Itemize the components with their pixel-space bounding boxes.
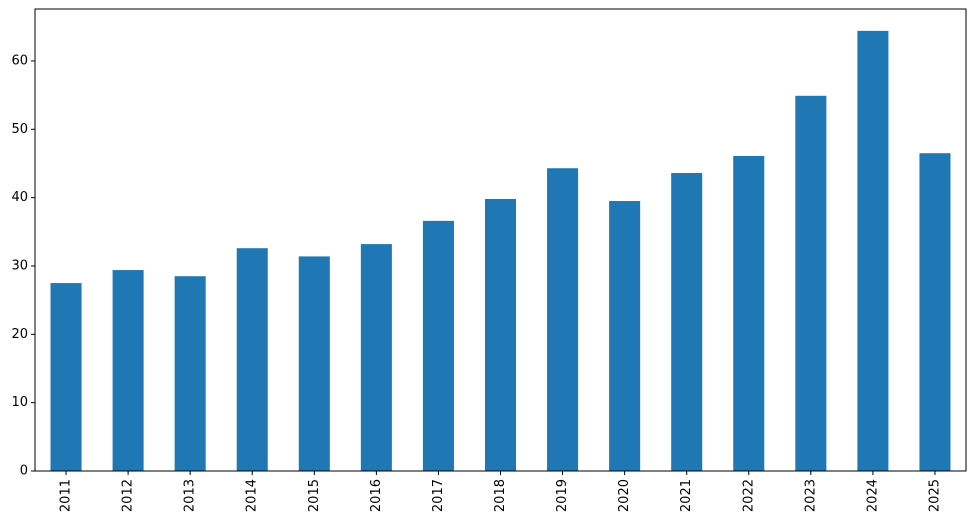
bar-2017 xyxy=(422,220,454,471)
y-tick-label-60: 60 xyxy=(11,53,28,68)
y-tick-label-0: 0 xyxy=(20,464,28,479)
y-tick-label-10: 10 xyxy=(11,395,28,410)
y-tick-label-20: 20 xyxy=(11,327,28,342)
y-tick-label-30: 30 xyxy=(11,258,28,273)
y-tick-label-40: 40 xyxy=(11,190,28,205)
x-tick-label-2014: 2014 xyxy=(245,479,260,512)
bar-2014 xyxy=(236,248,268,471)
plot-frame xyxy=(34,8,967,472)
x-tick-label-2025: 2025 xyxy=(927,479,942,512)
x-tick-label-2021: 2021 xyxy=(679,479,694,512)
y-tick-label-50: 50 xyxy=(11,122,28,137)
x-tick-label-2015: 2015 xyxy=(307,479,322,512)
x-tick-label-2016: 2016 xyxy=(369,479,384,512)
bar-2012 xyxy=(112,270,144,471)
x-axis: 2011 2012 2013 2014 2015 2016 2017 2018 2019 2020… xyxy=(59,471,942,512)
bar-2015 xyxy=(298,256,330,471)
x-tick-label-2012: 2012 xyxy=(121,479,136,512)
bar-2016 xyxy=(360,244,392,471)
y-axis: 0 10 20 30 40 50 60 xyxy=(11,53,35,479)
bar-2024 xyxy=(857,30,889,472)
x-tick-label-2011: 2011 xyxy=(59,479,74,512)
bars-layer xyxy=(50,30,951,472)
bar-2011 xyxy=(50,283,82,471)
x-tick-label-2019: 2019 xyxy=(555,479,570,512)
bar-2025 xyxy=(919,153,951,471)
x-tick-label-2017: 2017 xyxy=(431,479,446,512)
bar-2019 xyxy=(547,168,579,472)
x-tick-label-2023: 2023 xyxy=(803,479,818,512)
x-tick-label-2018: 2018 xyxy=(493,479,508,512)
x-tick-label-2022: 2022 xyxy=(741,479,756,512)
bar-2021 xyxy=(671,173,703,471)
bar-2023 xyxy=(795,95,827,471)
bar-2013 xyxy=(174,276,206,471)
bar-2022 xyxy=(733,155,765,471)
x-tick-label-2024: 2024 xyxy=(865,479,880,512)
bar-2020 xyxy=(609,201,641,471)
x-tick-label-2013: 2013 xyxy=(183,479,198,512)
x-tick-label-2020: 2020 xyxy=(617,479,632,512)
bar-2018 xyxy=(484,198,517,471)
